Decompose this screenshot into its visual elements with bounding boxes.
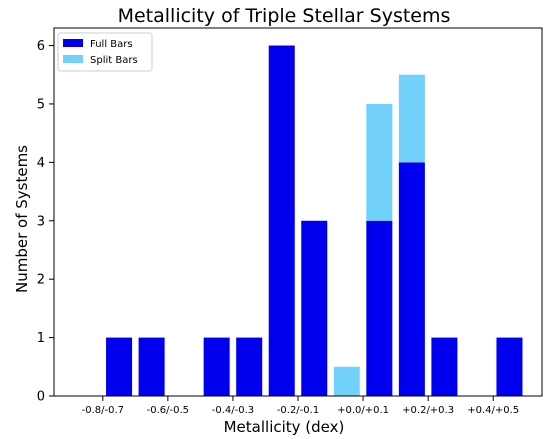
legend-label-0: Full Bars: [90, 39, 133, 50]
x-tick-label: +0.2/+0.3: [402, 405, 454, 416]
bar-full-5: [236, 337, 263, 396]
y-tick-label: 6: [37, 39, 45, 54]
bar-full-10: [398, 162, 425, 396]
chart-title: Metallicity of Triple Stellar Systems: [118, 5, 451, 27]
legend-swatch-0: [63, 39, 83, 47]
x-axis-label: Metallicity (dex): [224, 418, 345, 436]
y-tick-label: 3: [37, 214, 45, 229]
bar-split-10: [398, 74, 425, 163]
y-tick-label: 0: [37, 390, 45, 405]
legend: Full Bars Split Bars: [57, 32, 153, 72]
bars-group: [106, 45, 523, 397]
x-tick-label: +0.4/+0.5: [467, 405, 519, 416]
x-tick-label: -0.4/-0.3: [212, 405, 254, 416]
bar-split-8: [333, 366, 360, 396]
bar-full-4: [203, 337, 230, 396]
bar-full-2: [138, 337, 165, 396]
bar-full-13: [496, 337, 523, 396]
plot-frame: [53, 27, 543, 397]
bar-full-9: [366, 220, 393, 396]
bar-full-11: [431, 337, 458, 396]
x-tick-label: +0.0/+0.1: [337, 405, 389, 416]
y-axis-label: Number of Systems: [13, 145, 31, 293]
bar-full-6: [268, 45, 295, 397]
bar-full-7: [301, 220, 328, 396]
y-tick-label: 4: [37, 156, 45, 171]
bar-split-9: [366, 103, 393, 221]
y-ticks: 0 1 2 3 4 5 6: [37, 39, 54, 405]
x-ticks: -0.8/-0.7 -0.6/-0.5 -0.4/-0.3 -0.2/-0.1 +0.0…: [82, 396, 519, 416]
legend-label-1: Split Bars: [90, 55, 138, 66]
y-tick-label: 1: [37, 331, 45, 346]
x-tick-label: -0.8/-0.7: [82, 405, 124, 416]
y-tick-label: 5: [37, 97, 45, 112]
legend-swatch-1: [63, 55, 83, 63]
x-tick-label: -0.2/-0.1: [277, 405, 319, 416]
y-tick-label: 2: [37, 273, 45, 288]
bar-full-1: [106, 337, 133, 396]
x-tick-label: -0.6/-0.5: [147, 405, 189, 416]
